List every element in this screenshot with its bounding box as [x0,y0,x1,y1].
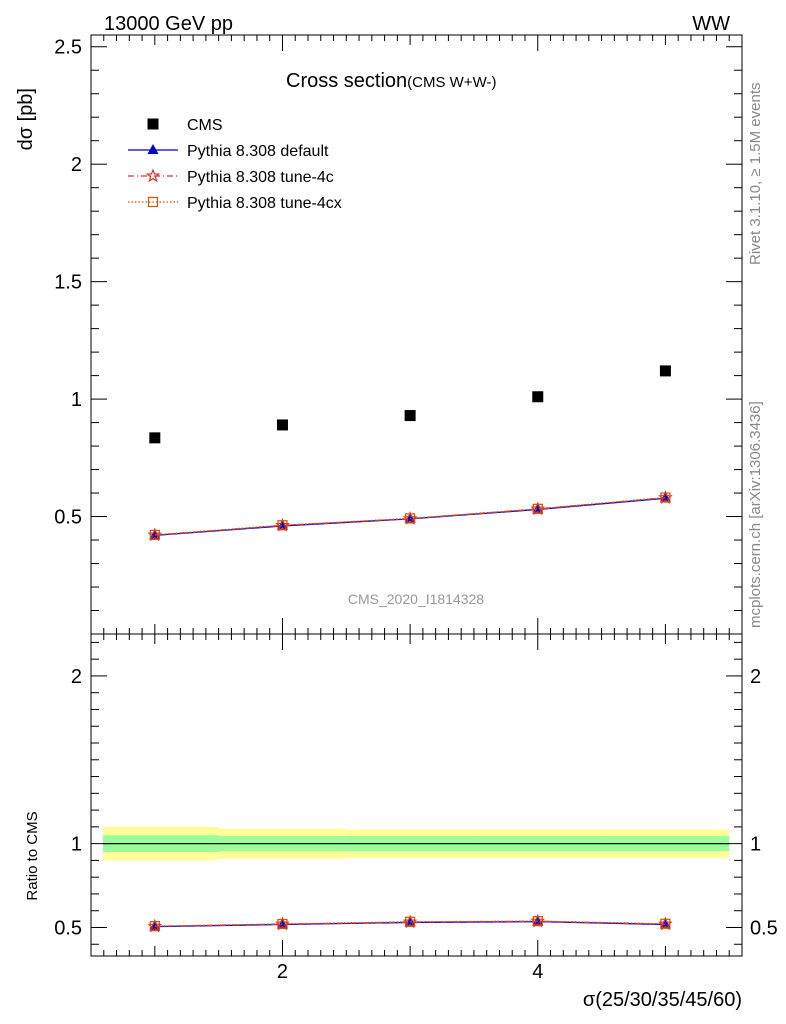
x-tick-label: 4 [532,961,543,983]
legend-label: Pythia 8.308 tune-4c [187,169,334,186]
ratio-point [277,918,288,930]
ratio-line [154,920,666,927]
mc-point [660,492,671,503]
data-point [149,432,161,444]
y-tick-label: 2.5 [54,37,82,59]
ratio-point [532,916,543,927]
mcplots-label: mcplots.cern.ch [arXiv:1306.3436] [747,401,764,628]
y-tick-label: 1.5 [54,272,82,294]
ratio-plot-panel: 0.5 0.5 1 1 2 2 2 4 Ratio to CMS σ(25/30/35/45/… [24,633,778,1011]
mc-point [405,513,416,524]
y-axis-label: dσ [pb] [15,88,37,150]
y-tick-label: 0.5 [54,507,82,529]
legend-entry: CMS [147,117,223,134]
ratio-line [154,920,666,927]
main-plot-ticks: 0.5 1 1.5 2 2.5 [54,35,743,634]
ratio-y-tick-label: 0.5 [54,917,82,939]
ratio-plot-series [147,913,673,933]
header-energy: 13000 GeV pp [104,13,233,35]
legend-marker [145,168,161,183]
chart-title: Cross section(CMS W+W-) [286,70,496,92]
legend-label: CMS [187,117,223,134]
data-point [276,419,288,431]
legend-marker [147,196,159,208]
ratio-plot-frame [90,633,743,957]
ratio-y-tick-label: 1 [71,834,82,856]
mc-line [154,496,666,536]
ratio-y-tick-label: 2 [71,666,82,688]
legend-entry: Pythia 8.308 tune-4c [128,168,334,186]
data-point [532,391,544,403]
data-point [404,410,416,422]
ratio-point [660,918,671,929]
mc-point [149,529,160,540]
x-axis-label: σ(25/30/35/45/60) [583,989,742,1011]
legend-label: Pythia 8.308 tune-4cx [187,195,342,212]
ratio-y-tick-label-right: 0.5 [750,917,778,939]
ratio-plot-ticks: 0.5 0.5 1 1 2 2 2 4 [54,634,778,983]
ratio-bands [103,826,730,861]
main-plot-series [147,365,673,542]
legend-entry: Pythia 8.308 tune-4cx [128,195,342,212]
ratio-point [405,916,416,927]
legend-marker [147,118,159,130]
mc-point [532,503,543,514]
header-process: WW [692,13,730,35]
ratio-y-axis-label: Ratio to CMS [24,811,41,900]
x-tick-label: 2 [277,961,288,983]
ratio-point [149,921,160,932]
analysis-watermark: CMS_2020_I1814328 [348,591,484,607]
legend-label: Pythia 8.308 default [187,143,329,160]
legend: CMS Pythia 8.308 default Pythia 8.308 tune… [128,117,342,212]
data-point [659,365,671,377]
legend-entry: Pythia 8.308 default [128,143,329,160]
y-tick-label: 2 [71,154,82,176]
legend-marker [147,144,159,154]
main-plot-panel: 0.5 1 1.5 2 2.5 dσ [pb] Cross section(CMS W+… [15,34,743,635]
rivet-label: Rivet 3.1.10, ≥ 1.5M events [747,83,764,266]
mc-point [277,520,288,531]
y-tick-label: 1 [71,389,82,411]
ratio-y-tick-label-right: 2 [750,666,761,688]
ratio-y-tick-label-right: 1 [750,834,761,856]
